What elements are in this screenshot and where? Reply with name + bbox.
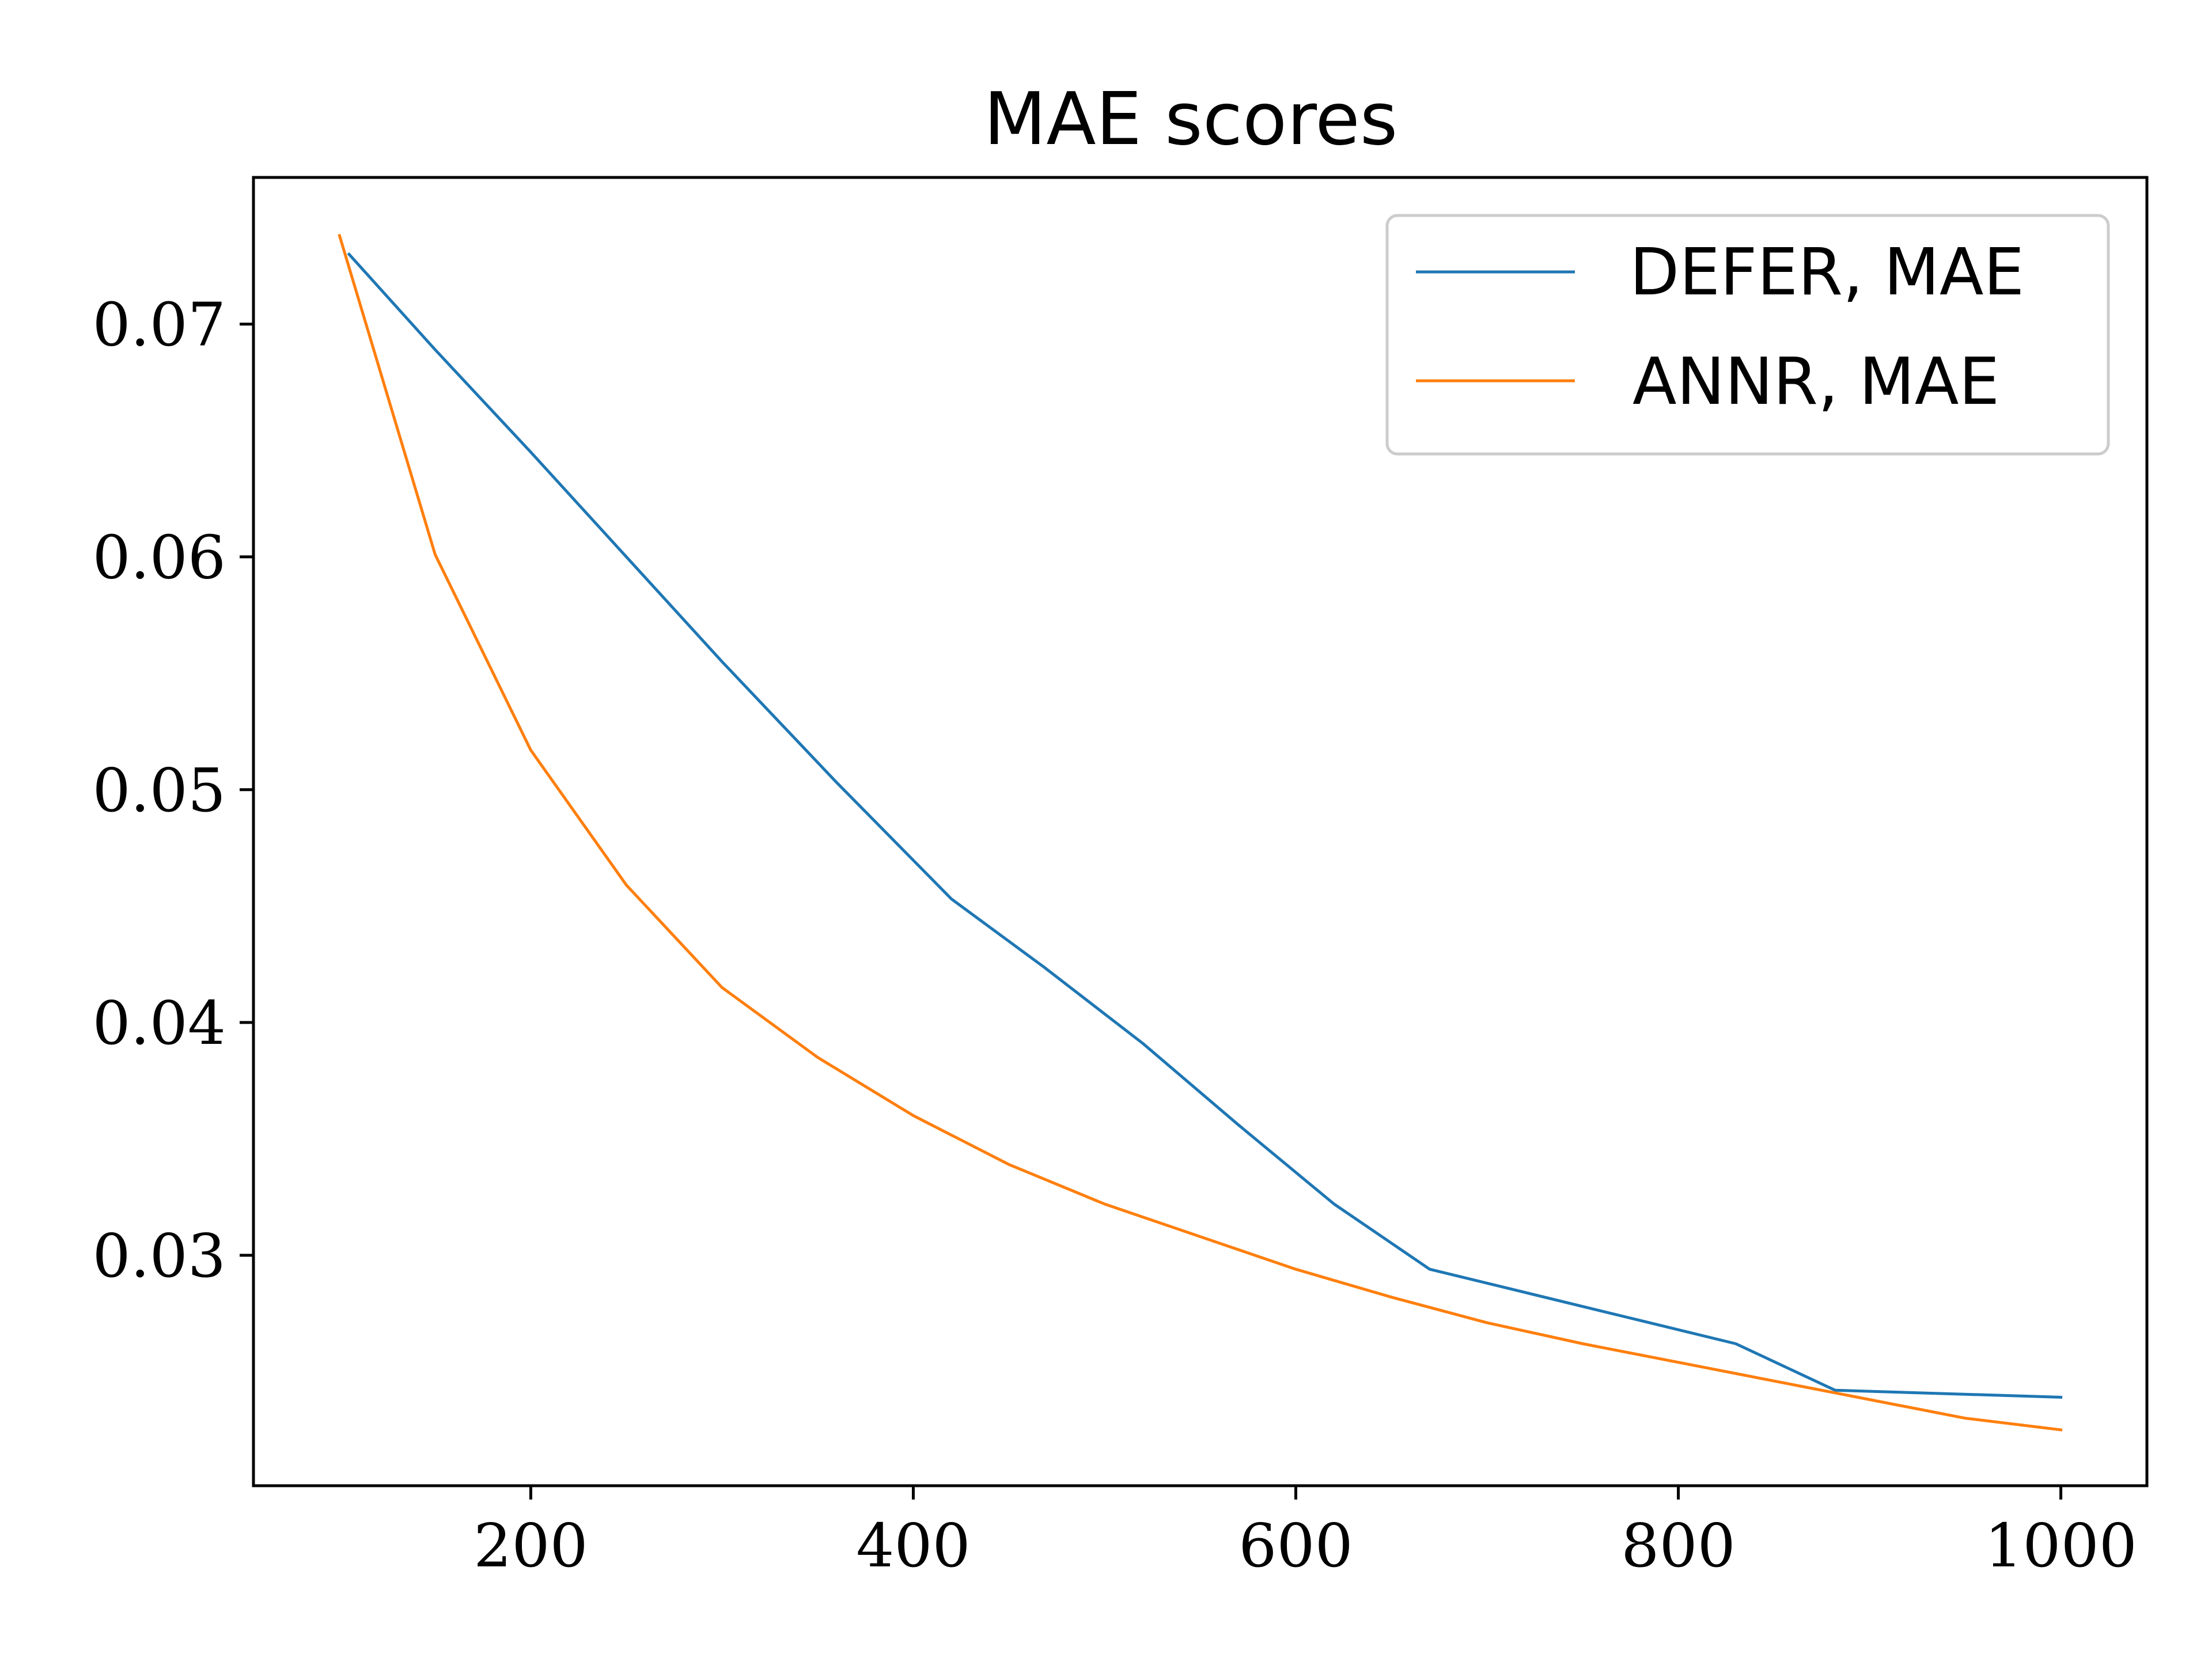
y-tick-label: 0.07 [92, 290, 226, 360]
x-tick-label: 400 [856, 1510, 971, 1581]
defer-series-line [347, 252, 2063, 1399]
y-tick-label: 0.04 [92, 988, 226, 1058]
x-tick-label: 1000 [1984, 1510, 2137, 1581]
y-tick-label: 0.03 [92, 1221, 226, 1291]
annr-series-line [338, 233, 2063, 1432]
legend-label-annr: ANNR, MAE [1633, 344, 1999, 419]
x-tick-label: 800 [1621, 1510, 1736, 1581]
legend-box [1385, 214, 2110, 456]
chart-title: MAE scores [984, 77, 1398, 161]
x-tick-label: 600 [1238, 1510, 1353, 1581]
legend: DEFER, MAE ANNR, MAE [1385, 214, 2110, 456]
axis-ticks: 200 400 600 800 1000 0.03 0.04 0.05 0.06 0.07 [92, 290, 2137, 1581]
y-tick-label: 0.06 [92, 523, 226, 593]
y-tick-label: 0.05 [92, 755, 226, 826]
plot-area [338, 233, 2063, 1432]
axes-frame [252, 176, 2149, 1487]
x-tick-label: 200 [474, 1510, 588, 1581]
legend-label-defer: DEFER, MAE [1630, 235, 2024, 310]
